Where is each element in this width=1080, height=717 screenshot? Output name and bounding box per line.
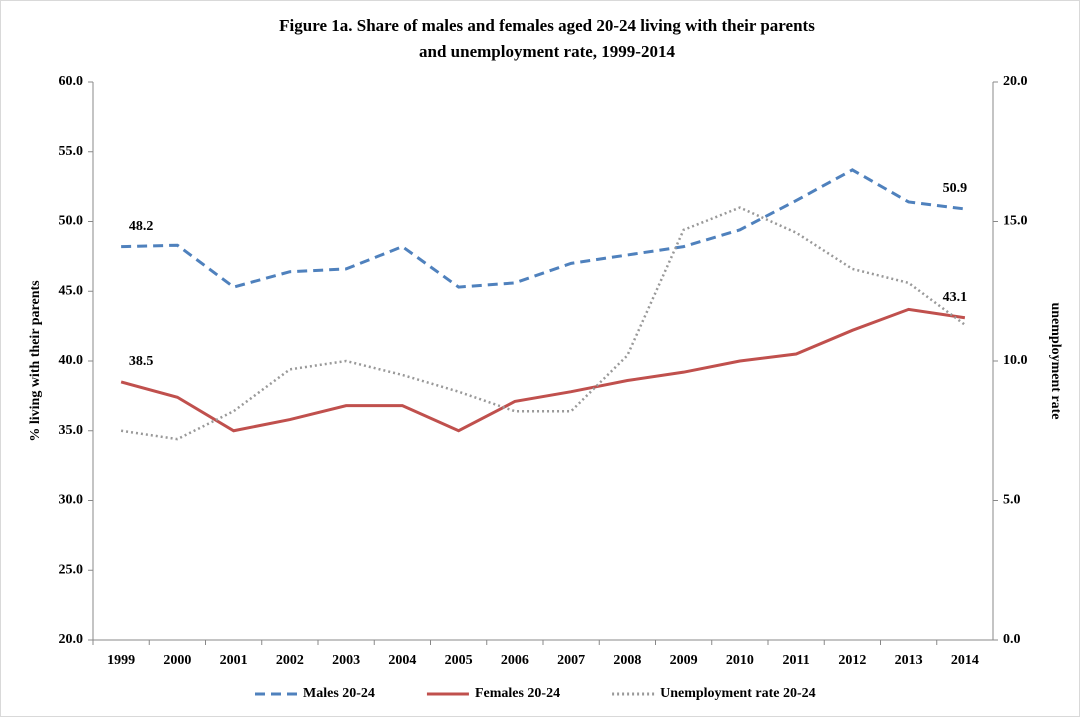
y2-tick-label: 15.0 — [1003, 214, 1028, 229]
data-label: 48.2 — [129, 219, 154, 234]
data-label: 43.1 — [943, 290, 968, 305]
x-tick-label: 2014 — [951, 653, 979, 668]
y2-tick-label: 20.0 — [1003, 74, 1028, 89]
x-tick-label: 2003 — [332, 653, 360, 668]
y-tick-label: 50.0 — [59, 214, 84, 229]
x-tick-label: 2005 — [445, 653, 473, 668]
x-tick-label: 2004 — [388, 653, 416, 668]
x-tick-label: 2012 — [838, 653, 866, 668]
x-tick-label: 2010 — [726, 653, 754, 668]
x-tick-label: 2011 — [783, 653, 810, 668]
y-tick-label: 25.0 — [59, 562, 84, 577]
x-tick-label: 2013 — [895, 653, 923, 668]
x-tick-label: 2002 — [276, 653, 304, 668]
x-tick-label: 2000 — [163, 653, 191, 668]
data-label: 50.9 — [943, 181, 968, 196]
y-tick-label: 55.0 — [59, 144, 84, 159]
chart-title: and unemployment rate, 1999-2014 — [419, 42, 675, 61]
y-tick-label: 30.0 — [59, 493, 84, 508]
series-line — [120, 206, 966, 441]
data-label: 38.5 — [129, 354, 154, 369]
y2-tick-label: 5.0 — [1003, 493, 1021, 508]
y-tick-label: 45.0 — [59, 283, 84, 298]
x-tick-label: 2006 — [501, 653, 529, 668]
y-tick-label: 40.0 — [59, 353, 84, 368]
legend-label: Females 20-24 — [475, 686, 560, 701]
y-tick-label: 35.0 — [59, 423, 84, 438]
x-tick-label: 1999 — [107, 653, 135, 668]
x-tick-label: 2001 — [220, 653, 248, 668]
y2-tick-label: 10.0 — [1003, 353, 1028, 368]
y-axis-label: % living with their parents — [28, 280, 43, 442]
y-tick-label: 20.0 — [59, 632, 84, 647]
chart-title: Figure 1a. Share of males and females ag… — [279, 16, 815, 35]
x-tick-label: 2008 — [613, 653, 641, 668]
legend-label: Unemployment rate 20-24 — [660, 686, 816, 701]
y2-axis-label: unemployment rate — [1048, 302, 1063, 419]
series-line — [121, 168, 966, 289]
series-line — [120, 307, 966, 433]
x-tick-label: 2009 — [670, 653, 698, 668]
x-tick-label: 2007 — [557, 653, 585, 668]
legend-label: Males 20-24 — [303, 686, 375, 701]
y-tick-label: 60.0 — [59, 74, 84, 89]
y2-tick-label: 0.0 — [1003, 632, 1021, 647]
